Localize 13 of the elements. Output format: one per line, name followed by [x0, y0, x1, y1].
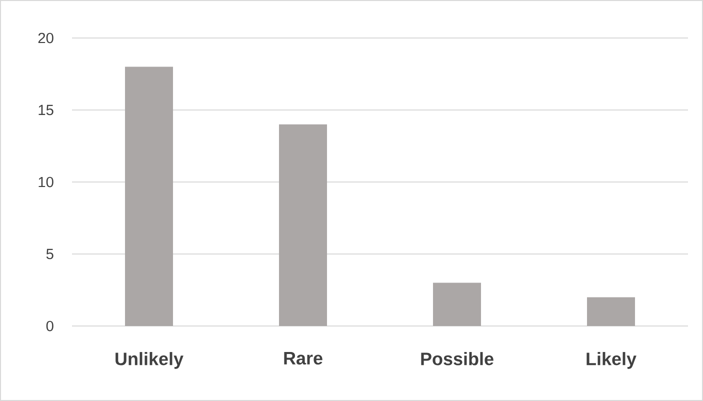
y-tick-label: 20: [38, 32, 54, 44]
bar: [587, 297, 636, 326]
y-tick-label: 15: [38, 104, 54, 116]
bar: [125, 66, 174, 326]
x-tick-label: Possible: [421, 352, 494, 366]
bar: [433, 282, 482, 326]
x-tick-label: Unlikely: [116, 352, 184, 369]
x-tick-label: Rare: [284, 352, 322, 365]
x-tick-label: Likely: [586, 352, 636, 369]
y-tick-label: 5: [46, 248, 54, 260]
y-tick-label: 10: [38, 176, 54, 188]
y-tick-label: 0: [46, 320, 54, 332]
bar: [279, 124, 328, 326]
